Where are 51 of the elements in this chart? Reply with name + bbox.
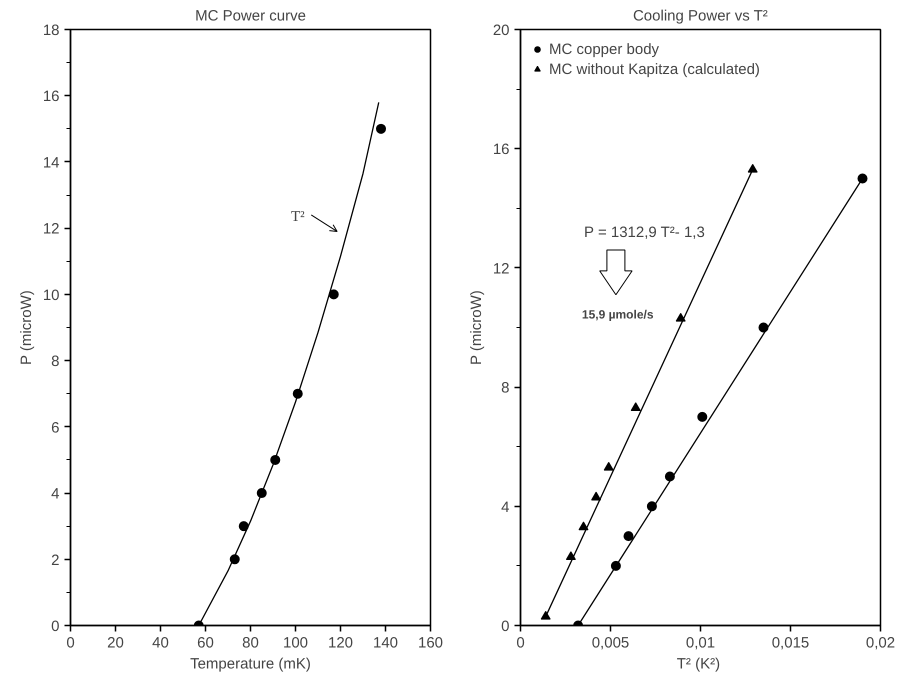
y-tick-label: 8 (501, 380, 510, 397)
y-tick-label: 4 (501, 498, 510, 516)
y-tick-label: 16 (42, 88, 60, 106)
y-tick-label: 12 (492, 260, 510, 278)
x-axis-title: Temperature (mK) (190, 656, 311, 672)
point (328, 289, 339, 300)
point (748, 164, 758, 173)
y-tick-label: 16 (492, 141, 510, 158)
y-tick-label: 4 (51, 486, 60, 503)
x-tick-label: 0,01 (686, 634, 716, 652)
y-tick-label: 10 (42, 286, 60, 304)
annotation: T² (291, 208, 306, 225)
y-axis-title: P (microW) (18, 290, 35, 365)
x-tick-label: 0 (66, 634, 75, 652)
chart-title: MC Power curve (195, 8, 306, 24)
annotation: 15,9 µmole/s (582, 308, 654, 322)
point (624, 531, 634, 542)
y-tick-label: 6 (51, 419, 60, 436)
x-tick-label: 40 (152, 634, 169, 652)
y-tick-label: 18 (42, 22, 60, 39)
y-tick-label: 12 (42, 220, 60, 238)
x-tick-label: 100 (282, 634, 308, 652)
point (376, 124, 386, 134)
x-tick-label: 20 (107, 634, 124, 652)
chart-title: Cooling Power vs T² (632, 8, 768, 24)
y-tick-label: 14 (42, 154, 60, 172)
x-tick-label: 0,005 (592, 634, 630, 652)
point (604, 462, 614, 471)
x-tick-label: 80 (242, 634, 259, 652)
x-tick-label: 120 (328, 634, 354, 652)
y-tick-label: 20 (492, 22, 510, 39)
y-tick-label: 0 (51, 618, 60, 635)
point (578, 521, 588, 530)
annotation: P = 1312,9 T²- 1,3 (584, 224, 705, 242)
point (697, 412, 708, 422)
x-tick-label: 160 (418, 634, 444, 652)
x-tick-label: 0 (516, 634, 525, 652)
y-tick-label: 8 (51, 353, 60, 370)
point (591, 492, 602, 500)
x-axis-title: T² (K²) (676, 656, 720, 672)
x-tick-label: 60 (197, 634, 214, 652)
y-axis-title: P (microW) (468, 290, 485, 365)
point (630, 402, 641, 412)
x-tick-label: 0,015 (772, 634, 810, 652)
y-tick-label: 2 (51, 552, 60, 569)
x-tick-label: 0,02 (866, 634, 896, 652)
legend-label: MC without Kapitza (calculated) (549, 60, 760, 78)
x-tick-label: 140 (372, 634, 398, 652)
point (858, 174, 868, 184)
y-tick-label: 0 (501, 618, 510, 635)
legend-label: MC copper body (549, 40, 660, 58)
